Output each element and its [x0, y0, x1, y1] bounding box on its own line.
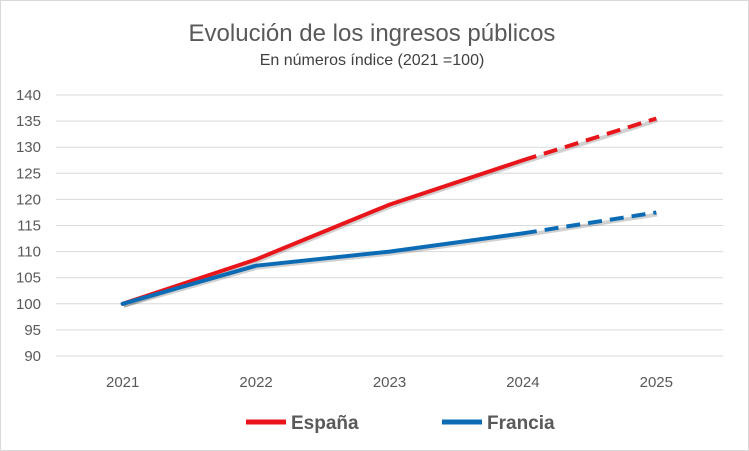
legend-item-francia[interactable]: Francia — [442, 413, 555, 434]
x-tick-label: 2025 — [640, 374, 673, 391]
x-tick-label: 2021 — [106, 374, 139, 391]
x-tick-label: 2022 — [239, 374, 272, 391]
x-axis-ticks: 2021 2022 2023 2024 2025 — [106, 374, 673, 391]
series-francia — [120, 210, 658, 308]
y-tick-label: 105 — [16, 270, 41, 287]
series-line-actual — [120, 231, 525, 306]
legend-item-españa[interactable]: España — [246, 413, 359, 434]
y-tick-label: 125 — [16, 165, 41, 182]
y-tick-label: 115 — [17, 218, 41, 235]
x-tick-label: 2023 — [373, 374, 406, 391]
y-tick-label: 130 — [16, 139, 41, 156]
y-tick-label: 140 — [16, 87, 41, 104]
y-axis-ticks: 90 95 100 105 110 115 120 125 130 135 140 — [16, 87, 41, 365]
x-tick-label: 2024 — [506, 374, 539, 391]
gridlines — [56, 94, 723, 357]
legend-label: Francia — [487, 413, 555, 434]
y-tick-label: 100 — [16, 296, 41, 313]
series-line-projection — [522, 210, 657, 236]
y-tick-label: 120 — [16, 191, 41, 208]
y-tick-label: 95 — [24, 322, 41, 339]
series-line-shadow — [123, 212, 658, 308]
legend[interactable]: España Francia — [246, 413, 555, 434]
chart-title: Evolución de los ingresos públicos — [189, 20, 556, 47]
series-line-projection — [522, 116, 657, 163]
y-tick-label: 110 — [17, 244, 41, 261]
y-tick-label: 90 — [24, 348, 41, 365]
series-line-actual — [120, 158, 525, 306]
series-lines — [120, 116, 658, 308]
y-tick-label: 135 — [16, 113, 41, 130]
chart-subtitle: En números índice (2021 =100) — [260, 52, 485, 69]
legend-label: España — [291, 413, 359, 434]
